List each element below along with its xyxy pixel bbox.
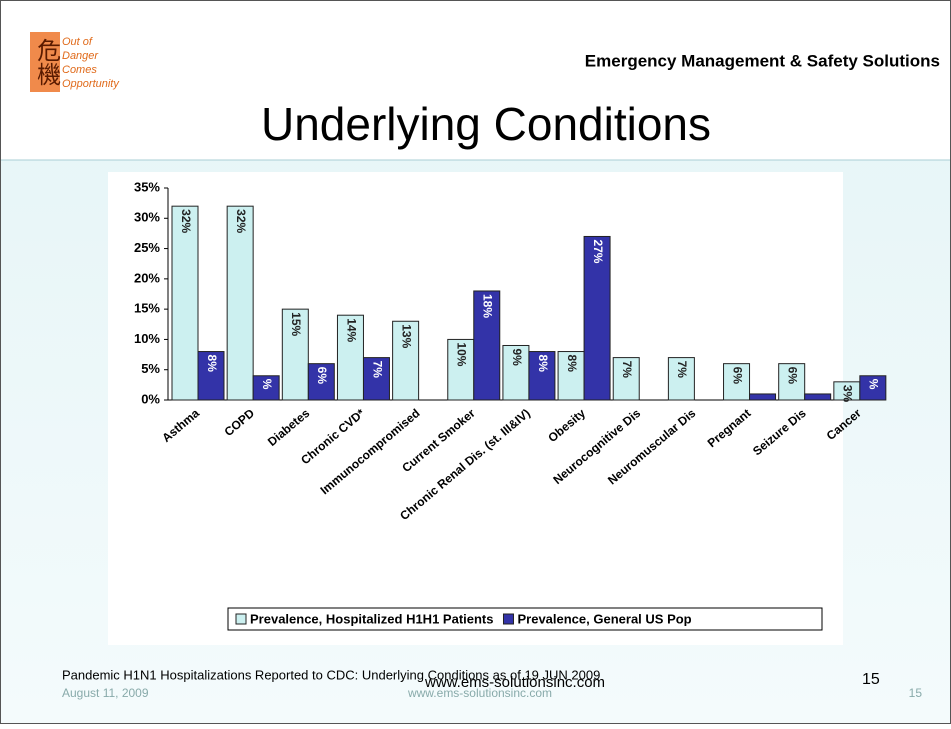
bar: [778, 363, 806, 401]
logo-line: Out of: [62, 36, 93, 48]
bar: [502, 344, 530, 401]
bar: [362, 357, 390, 401]
y-tick-label: 0%: [141, 391, 160, 406]
value-label: 27%: [591, 239, 605, 263]
legend-swatch: [502, 613, 514, 625]
bar: [667, 357, 695, 401]
y-tick-label: 15%: [134, 301, 160, 316]
caption-url: www.ems-solutionsinc.com: [424, 674, 605, 691]
value-label: %: [260, 379, 274, 390]
value-label: 32%: [234, 209, 248, 233]
bar: [612, 357, 640, 401]
y-tick-label: 30%: [134, 210, 160, 225]
value-label: 32%: [179, 209, 193, 233]
legend-label: Prevalence, Hospitalized H1H1 Patients: [250, 611, 493, 626]
value-label: 18%: [481, 294, 495, 318]
value-label: 3%: [841, 385, 855, 403]
chart-area: [108, 172, 843, 645]
bar: [723, 363, 751, 401]
date: August 11, 2009: [62, 686, 149, 700]
y-tick-label: 5%: [141, 361, 160, 376]
logo-chars: 危機: [33, 38, 61, 86]
value-label: 8%: [536, 355, 550, 373]
value-label: 8%: [205, 355, 219, 373]
legend-label: Prevalence, General US Pop: [517, 611, 691, 626]
bar: [307, 363, 335, 401]
y-tick-label: 25%: [134, 240, 160, 255]
caption-page: 15: [862, 671, 880, 688]
value-label: 6%: [730, 367, 744, 385]
bar: [197, 351, 225, 401]
value-label: 9%: [510, 348, 524, 366]
bar: [804, 393, 832, 401]
y-tick-label: 35%: [134, 179, 160, 194]
company: Emergency Management & Safety Solutions: [585, 51, 940, 70]
logo-line: Danger: [62, 50, 99, 62]
bar: [252, 375, 280, 401]
value-label: 14%: [344, 318, 358, 342]
logo-line: Comes: [62, 64, 97, 76]
value-label: 10%: [455, 342, 469, 366]
value-label: 7%: [370, 361, 384, 379]
legend-swatch: [235, 613, 247, 625]
bar: [392, 320, 420, 401]
bar: [473, 290, 501, 401]
bar: [859, 375, 887, 401]
bar: [583, 235, 611, 401]
footer-url: www.ems-solutionsinc.com: [407, 686, 552, 700]
value-label: 6%: [786, 367, 800, 385]
bar: [749, 393, 777, 401]
bar: [528, 351, 556, 401]
bar: [171, 205, 199, 401]
y-tick-label: 20%: [134, 270, 160, 285]
value-label: 7%: [675, 361, 689, 379]
logo: [30, 32, 60, 92]
value-label: 6%: [315, 367, 329, 385]
bar: [226, 205, 254, 401]
value-label: %: [867, 379, 881, 390]
y-tick-label: 10%: [134, 331, 160, 346]
bar: [281, 308, 309, 401]
bar: [336, 314, 364, 401]
value-label: 7%: [620, 361, 634, 379]
value-label: 8%: [565, 355, 579, 373]
logo-line: Opportunity: [62, 78, 120, 90]
footer-page: 15: [909, 686, 923, 700]
title: Underlying Conditions: [261, 98, 711, 150]
caption: Pandemic H1N1 Hospitalizations Reported …: [62, 667, 600, 682]
header-bg: [1, 1, 950, 160]
value-label: 15%: [289, 312, 303, 336]
legend-box: [227, 607, 823, 631]
value-label: 13%: [399, 324, 413, 348]
